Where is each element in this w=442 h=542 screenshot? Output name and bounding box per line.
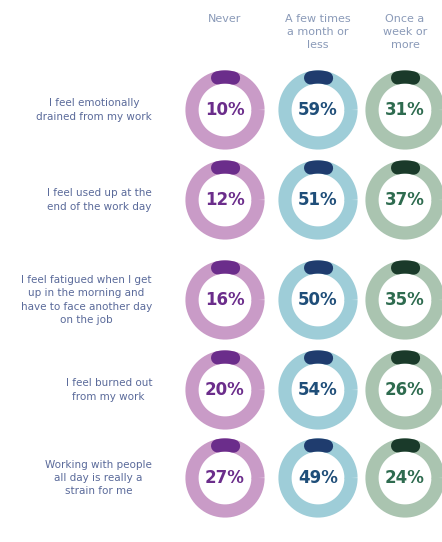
Text: 12%: 12% [205,191,245,209]
Text: Once a
week or
more: Once a week or more [383,14,427,50]
Text: I feel burned out
from my work: I feel burned out from my work [65,378,152,402]
Text: I feel used up at the
end of the work day: I feel used up at the end of the work da… [47,189,152,211]
Text: 54%: 54% [298,381,338,399]
Text: 49%: 49% [298,469,338,487]
Text: 59%: 59% [298,101,338,119]
Text: 31%: 31% [385,101,425,119]
Text: A few times
a month or
less: A few times a month or less [285,14,351,50]
Text: 20%: 20% [205,381,245,399]
Text: I feel emotionally
drained from my work: I feel emotionally drained from my work [36,99,152,121]
Text: 27%: 27% [205,469,245,487]
Text: Working with people
all day is really a
strain for me: Working with people all day is really a … [45,460,152,496]
Text: 16%: 16% [205,291,245,309]
Text: I feel fatigued when I get
up in the morning and
have to face another day
on the: I feel fatigued when I get up in the mor… [21,275,152,325]
Text: 26%: 26% [385,381,425,399]
Text: 35%: 35% [385,291,425,309]
Text: Never: Never [208,14,242,24]
Text: 50%: 50% [298,291,338,309]
Text: 51%: 51% [298,191,338,209]
Text: 37%: 37% [385,191,425,209]
Text: 24%: 24% [385,469,425,487]
Text: 10%: 10% [205,101,245,119]
